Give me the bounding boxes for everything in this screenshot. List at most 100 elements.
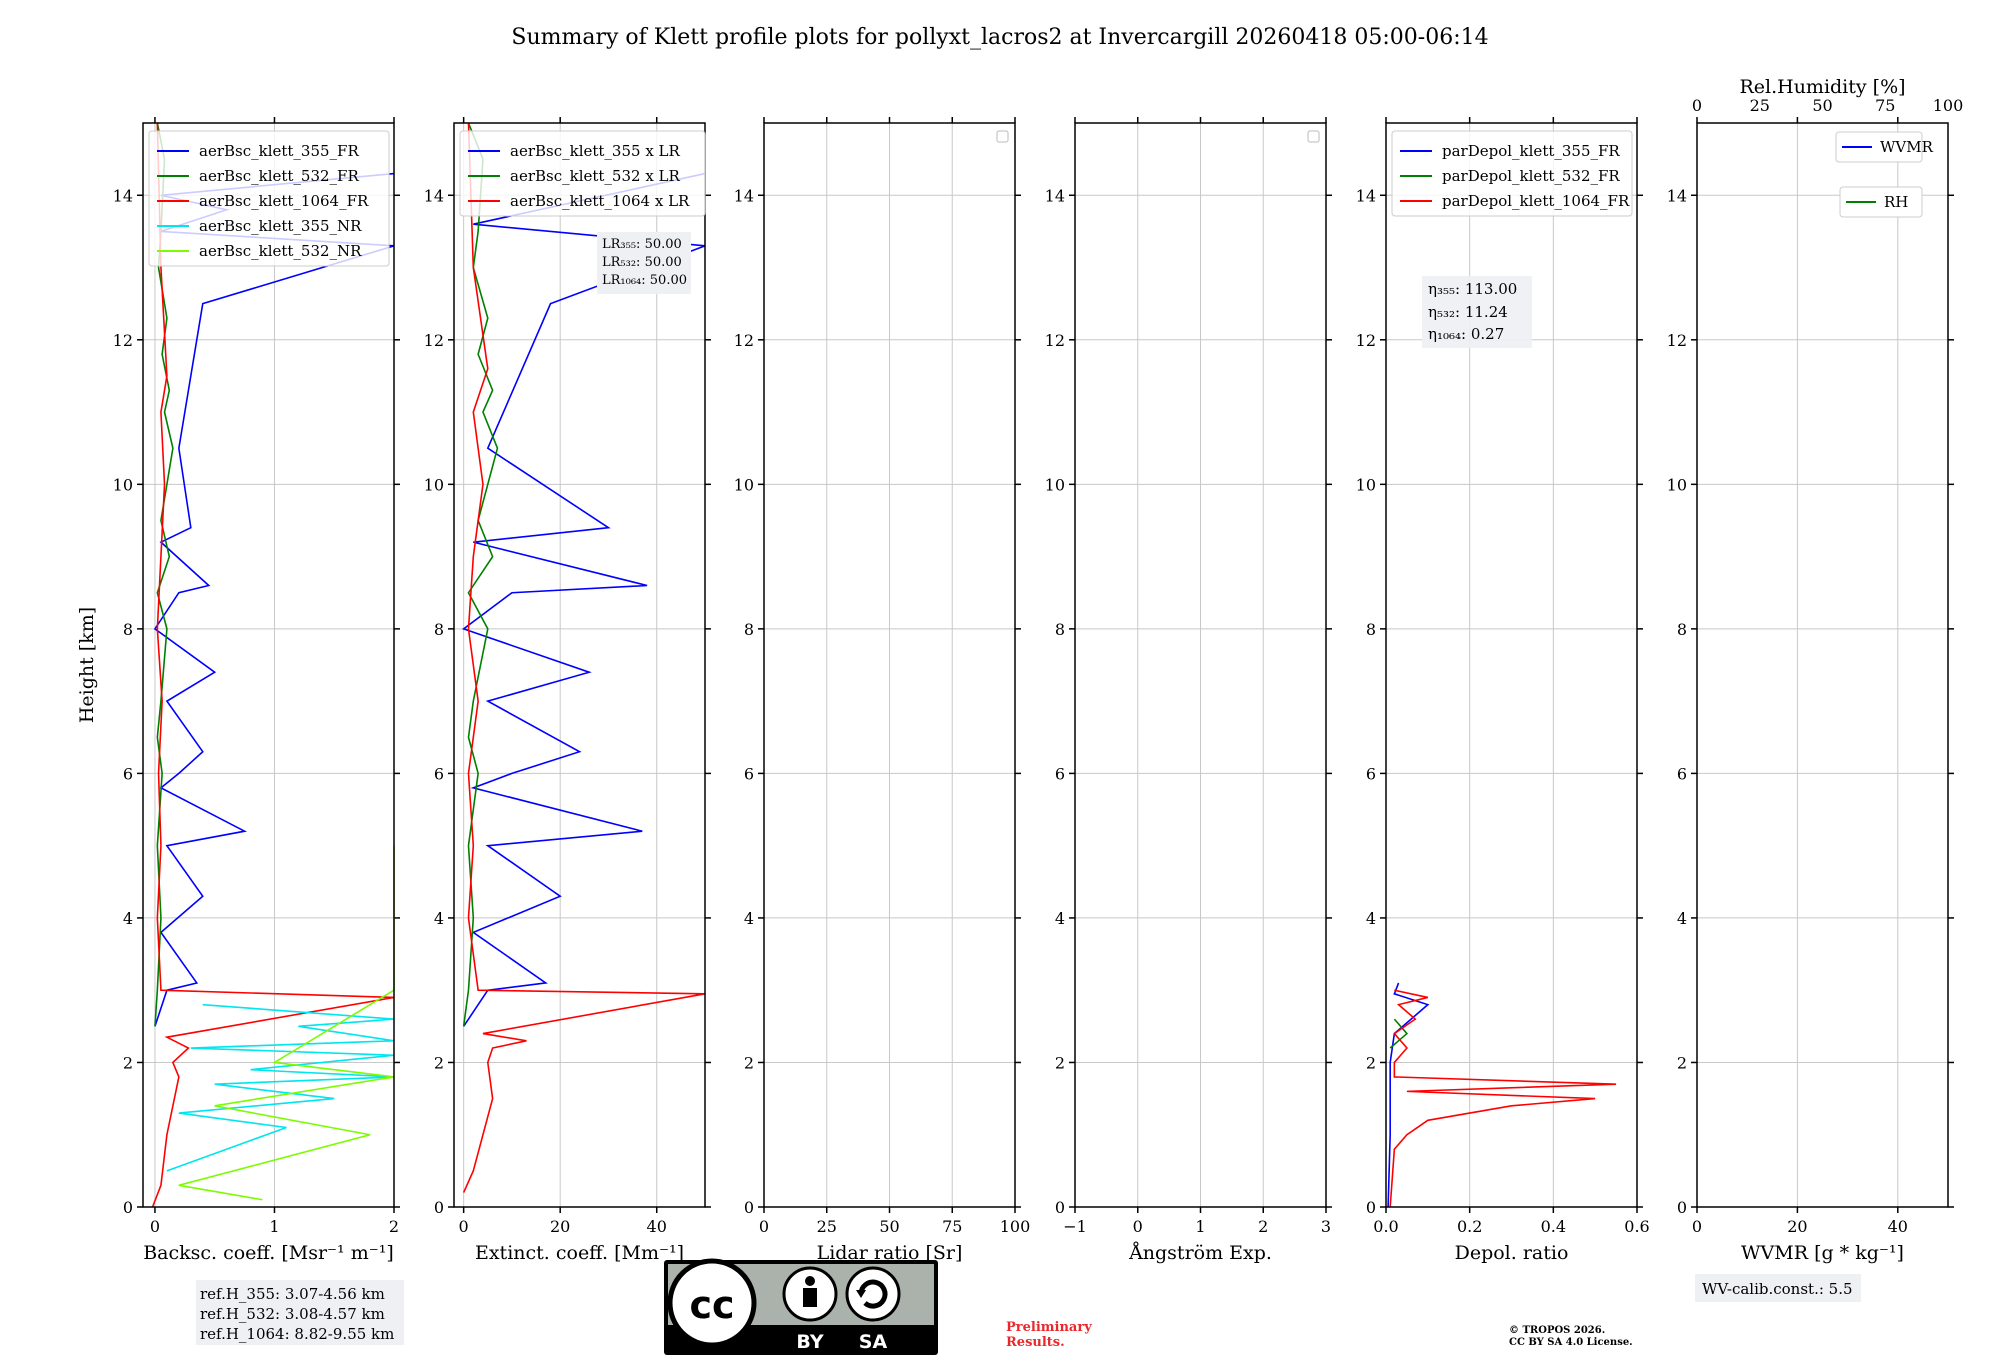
x-tick-label: 40 (647, 1217, 667, 1236)
x-axis-label: WVMR [g * kg⁻¹] (1741, 1242, 1904, 1264)
axes-frame (1385, 122, 1638, 1208)
y-tick-label: 6 (123, 764, 133, 783)
series-aerBsc_klett_532_FR (154, 122, 174, 1027)
y-tick-label: 8 (123, 620, 133, 639)
top-tick-label: 75 (1875, 96, 1895, 115)
x-tick-label: 25 (817, 1217, 837, 1236)
x-tick-label: 40 (1888, 1217, 1908, 1236)
x-tick-label: 1 (1195, 1217, 1205, 1236)
y-tick-label: 2 (434, 1053, 444, 1072)
x-tick-label: 0.0 (1373, 1217, 1398, 1236)
series-aerBsc_klett_532_NR (178, 845, 395, 1201)
badge-sa: SA (859, 1331, 888, 1353)
panel-wv: 0 20 40 0 2 4 6 8 10 12 14 WVMR [g * kg⁻¹] 0 25 50 75 10… (1667, 76, 1964, 1264)
empty-legend-box (1307, 130, 1320, 143)
series-parDepol_klett_532_FR (1389, 1018, 1409, 1049)
axes-frame (453, 122, 706, 1208)
y-tick-label: 2 (1677, 1053, 1687, 1072)
refh-1064: ref.H_1064: 8.82-9.55 km (200, 1325, 394, 1343)
x-axis-label: Ångström Exp. (1128, 1242, 1272, 1264)
x-tick-label: 1 (269, 1217, 279, 1236)
top-tick-label: 25 (1750, 96, 1770, 115)
x-tick-label: 0 (1133, 1217, 1143, 1236)
panel-lr: 0 25 50 75 100 0 2 4 6 8 10 12 14 Lidar ratio [Sr] (734, 117, 1030, 1264)
eta-1064: η₁₀₆₄: 0.27 (1428, 325, 1504, 343)
chart-title: Summary of Klett profile plots for polly… (511, 25, 1488, 50)
legend-label: parDepol_klett_532_FR (1442, 167, 1620, 185)
refh-532: ref.H_532: 3.08-4.57 km (200, 1305, 385, 1323)
y-tick-label: 8 (1366, 620, 1376, 639)
y-tick-label: 0 (123, 1198, 133, 1217)
lr-355: LR₃₅₅: 50.00 (602, 237, 682, 252)
preliminary-line2: Results. (1006, 1335, 1065, 1350)
series-aerBsc_klett_1064 x LR (462, 122, 706, 1193)
badge-by: BY (796, 1331, 823, 1353)
y-tick-label: 8 (434, 620, 444, 639)
y-tick-label: 14 (734, 186, 754, 205)
y-tick-label: 12 (1356, 331, 1376, 350)
x-tick-label: 3 (1321, 1217, 1331, 1236)
y-tick-label: 14 (1667, 186, 1687, 205)
y-tick-label: 8 (1677, 620, 1687, 639)
y-tick-label: 12 (734, 331, 754, 350)
refh-355: ref.H_355: 3.07-4.56 km (200, 1285, 385, 1303)
x-tick-label: −1 (1063, 1217, 1087, 1236)
y-axis-label: Height [km] (76, 607, 98, 723)
y-tick-label: 10 (1667, 475, 1687, 494)
axes-frame (1074, 122, 1327, 1208)
x-tick-label: 75 (942, 1217, 962, 1236)
top-axis-label: Rel.Humidity [%] (1739, 76, 1905, 98)
legend-label: aerBsc_klett_532_FR (199, 167, 359, 185)
y-tick-label: 12 (424, 331, 444, 350)
y-tick-label: 0 (434, 1198, 444, 1217)
wv-calib-text: WV-calib.const.: 5.5 (1702, 1280, 1853, 1298)
series-aerBsc_klett_355_NR (166, 1003, 395, 1172)
panel-dep: 0.0 0.2 0.4 0.6 0 2 4 6 8 10 12 14 Depol. ratio parDe… (1356, 117, 1650, 1264)
y-tick-label: 6 (1366, 764, 1376, 783)
x-tick-label: 2 (1258, 1217, 1268, 1236)
y-tick-label: 12 (1667, 331, 1687, 350)
x-tick-label: 0.2 (1457, 1217, 1482, 1236)
cc-license-badge: cc BY SA (664, 1258, 938, 1355)
copyright-line2: CC BY SA 4.0 License. (1509, 1337, 1633, 1348)
y-tick-label: 4 (123, 909, 133, 928)
legend-label: aerBsc_klett_532 x LR (510, 167, 681, 185)
y-tick-label: 12 (113, 331, 133, 350)
x-tick-label: 20 (550, 1217, 570, 1236)
series-aerBsc_klett_1064_FR (151, 122, 395, 1208)
legend-label: aerBsc_klett_1064_FR (199, 192, 369, 210)
x-tick-label: 50 (879, 1217, 899, 1236)
series-aerBsc_klett_355 x LR (461, 172, 706, 1027)
y-tick-label: 8 (1055, 620, 1065, 639)
x-tick-label: 0.4 (1541, 1217, 1566, 1236)
legend-box-RH (1839, 186, 1923, 218)
legend-label: RH (1884, 193, 1908, 211)
y-tick-label: 6 (1677, 764, 1687, 783)
y-tick-label: 8 (744, 620, 754, 639)
legend-box (459, 130, 706, 217)
x-tick-label: 20 (1787, 1217, 1807, 1236)
y-tick-label: 0 (1366, 1198, 1376, 1217)
y-tick-label: 10 (1356, 475, 1376, 494)
y-tick-label: 10 (734, 475, 754, 494)
preliminary-line1: Preliminary (1006, 1320, 1092, 1335)
cc-icon (667, 1258, 757, 1348)
y-tick-label: 2 (123, 1053, 133, 1072)
x-axis-label: Lidar ratio [Sr] (817, 1242, 963, 1264)
legend-label: aerBsc_klett_355_NR (199, 217, 362, 235)
x-axis-label: Depol. ratio (1455, 1242, 1569, 1264)
y-tick-label: 0 (744, 1198, 754, 1217)
lr-1064: LR₁₀₆₄: 50.00 (602, 273, 687, 288)
y-tick-label: 10 (1045, 475, 1065, 494)
copyright-line1: © TROPOS 2026. (1509, 1325, 1605, 1336)
series-parDepol_klett_355_FR (1387, 982, 1430, 1208)
eta-info-box: η₃₅₅: 113.00 η₅₃₂: 11.24 η₁₀₆₄: 0.27 (1422, 276, 1532, 348)
series-parDepol_klett_1064_FR (1389, 989, 1617, 1208)
series-aerBsc_klett_532 x LR (462, 122, 499, 1027)
y-tick-label: 6 (434, 764, 444, 783)
y-tick-label: 6 (744, 764, 754, 783)
axes-frame (1696, 122, 1949, 1208)
y-tick-label: 14 (1045, 186, 1065, 205)
